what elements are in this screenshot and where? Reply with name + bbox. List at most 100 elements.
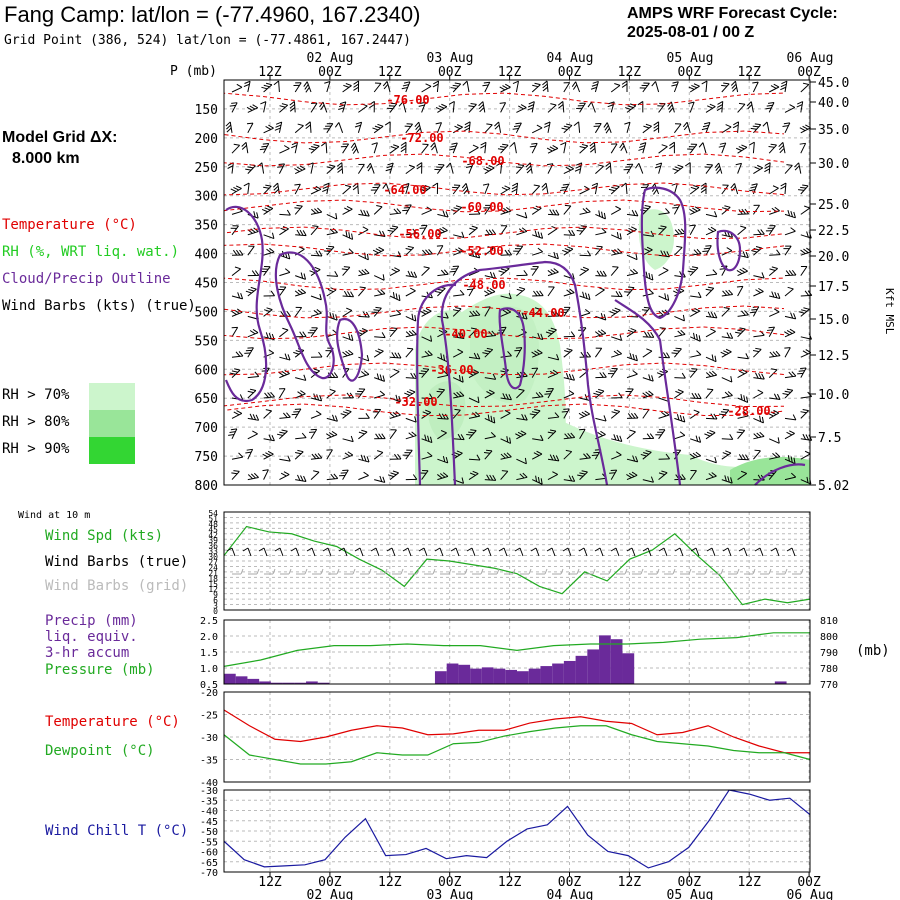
wind-barb-flag bbox=[363, 471, 369, 476]
wind-barb bbox=[610, 82, 621, 93]
wind-barb-flag bbox=[643, 452, 650, 455]
wind-barb-flag bbox=[589, 141, 595, 147]
precip-bar bbox=[552, 663, 564, 684]
wind-barb bbox=[544, 387, 554, 399]
wind-barb-shaft bbox=[468, 254, 480, 259]
wind-barb-flag bbox=[571, 229, 576, 236]
wind-barb-shaft bbox=[579, 295, 591, 301]
wind-barb-flag bbox=[354, 124, 361, 128]
wind-barb-flag bbox=[393, 368, 400, 373]
wind-barb-shaft bbox=[610, 368, 618, 378]
wind-barb-flag bbox=[684, 162, 691, 167]
wind-barb-shaft bbox=[721, 452, 732, 460]
wind-barb-flag bbox=[243, 182, 250, 187]
wind-barb-flag bbox=[549, 209, 554, 215]
wind-barb-shaft bbox=[626, 272, 638, 277]
temperature-contour-label: -56.00 bbox=[398, 227, 441, 241]
wind-barb-shaft bbox=[357, 122, 363, 133]
wind-barb-shaft bbox=[247, 288, 257, 297]
wind-barb-shaft bbox=[453, 294, 465, 297]
wind-barb-flag bbox=[560, 141, 567, 146]
wind-barb-flag bbox=[643, 306, 650, 309]
wind-barb bbox=[737, 225, 747, 236]
wind-barb-flag bbox=[497, 148, 504, 151]
surface-wind-barb-shaft bbox=[247, 547, 252, 557]
wind-barb-shaft bbox=[279, 213, 291, 216]
wind-barb-flag bbox=[502, 143, 509, 146]
wind-barb-flag bbox=[758, 373, 762, 379]
wind-barb bbox=[421, 249, 433, 256]
wind-barb-shaft bbox=[611, 336, 622, 341]
wind-barb-flag bbox=[603, 122, 608, 128]
wind-barb-flag bbox=[364, 252, 367, 259]
wind-barb-flag bbox=[225, 121, 231, 127]
wind-barb bbox=[721, 433, 734, 440]
temperature-contour bbox=[223, 394, 785, 408]
wind-barb bbox=[279, 353, 291, 361]
wind-barb-shaft bbox=[547, 286, 555, 297]
wind-barb bbox=[279, 412, 291, 419]
surface-wind-barb-shaft bbox=[647, 547, 652, 557]
wind-barb-shaft bbox=[421, 438, 433, 444]
wind-barb-flag bbox=[550, 269, 556, 274]
wind-barb-shaft bbox=[484, 392, 495, 399]
wind-barb-shaft bbox=[705, 287, 715, 297]
wind-barb-shaft bbox=[500, 86, 511, 93]
wind-barb-flag bbox=[515, 122, 522, 125]
grid-wind-barb bbox=[696, 568, 708, 575]
wind-barb-shaft bbox=[405, 450, 413, 460]
wind-barb-shaft bbox=[752, 81, 759, 93]
wind-barb-shaft bbox=[737, 473, 747, 481]
surface-wind-barb bbox=[770, 547, 780, 557]
wind-barb-flag bbox=[429, 393, 434, 400]
wind-barb-flag bbox=[291, 141, 298, 146]
wind-barb-shaft bbox=[468, 397, 480, 404]
wind-barb-flag bbox=[504, 185, 511, 189]
wind-barb-shaft bbox=[389, 429, 397, 440]
wind-barb-flag bbox=[624, 121, 631, 125]
wind-barb-flag bbox=[313, 143, 320, 147]
wind-barb-flag bbox=[552, 209, 557, 216]
surface-wind-barb-shaft bbox=[503, 547, 508, 557]
wind-barb-flag bbox=[467, 372, 474, 376]
wind-barb-flag bbox=[313, 309, 319, 315]
wind-barb-shaft bbox=[642, 336, 654, 338]
wind-barb-flag bbox=[327, 288, 334, 293]
wind-barb bbox=[674, 431, 686, 440]
wind-barb-flag bbox=[297, 123, 304, 127]
precip-bar bbox=[224, 673, 236, 684]
wind-barb bbox=[542, 80, 549, 93]
wind-barb-flag bbox=[314, 266, 321, 271]
wind-barb-flag bbox=[542, 86, 548, 92]
wind-barb bbox=[421, 393, 434, 400]
wind-barb-flag bbox=[361, 328, 368, 332]
wind-barb bbox=[737, 454, 750, 461]
wind-barb bbox=[241, 141, 249, 154]
wind-barb-flag bbox=[485, 229, 491, 235]
wind-barb bbox=[389, 327, 398, 338]
wind-barb-flag bbox=[472, 144, 479, 148]
surface-wind-barb bbox=[626, 547, 636, 557]
wind-barb-flag bbox=[798, 311, 805, 314]
wind-barb bbox=[263, 232, 275, 240]
wind-barb-flag bbox=[793, 211, 796, 218]
wind-barb bbox=[310, 102, 318, 113]
wind-barb-flag bbox=[394, 267, 400, 271]
wind-barb-flag bbox=[483, 452, 491, 454]
wind-barb-shaft bbox=[800, 185, 809, 195]
wind-barb bbox=[372, 123, 384, 134]
wind-barb-flag bbox=[648, 289, 654, 294]
precip-bar bbox=[446, 663, 459, 684]
wind-barb bbox=[689, 470, 697, 480]
wind-barb-shaft bbox=[437, 164, 445, 174]
grid-wind-barb bbox=[504, 568, 516, 575]
wind-barb-shaft bbox=[689, 411, 700, 419]
wind-barb-flag bbox=[470, 370, 477, 375]
wind-barb-flag bbox=[550, 327, 557, 331]
wind-barb bbox=[465, 162, 474, 174]
wind-barb bbox=[370, 184, 381, 195]
wind-barb-shaft bbox=[373, 206, 383, 215]
grid-wind-barb-flag bbox=[496, 568, 500, 575]
wind-barb bbox=[531, 367, 539, 378]
